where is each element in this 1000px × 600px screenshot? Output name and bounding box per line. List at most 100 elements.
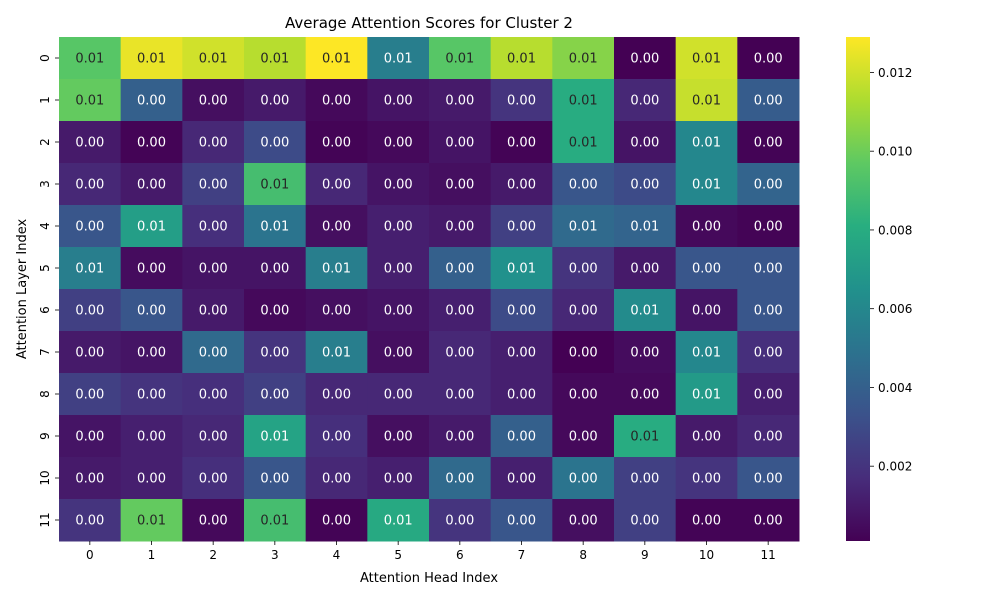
heatmap-cell — [367, 205, 430, 248]
y-tick-label: 1 — [38, 96, 52, 104]
cell-value-label: 0.00 — [199, 346, 228, 361]
y-tick-label: 8 — [38, 390, 52, 398]
cell-value-label: 0.00 — [754, 52, 783, 67]
cell-value-label: 0.00 — [384, 472, 413, 487]
heatmap-cell — [59, 121, 122, 164]
heatmap-cell — [552, 373, 615, 416]
cell-value-label: 0.01 — [630, 430, 659, 445]
heatmap-cell — [244, 121, 307, 164]
heatmap-cell — [244, 415, 307, 458]
cell-value-label: 0.00 — [692, 262, 721, 277]
cell-value-label: 0.00 — [199, 136, 228, 151]
heatmap-cell — [429, 205, 492, 248]
cell-value-label: 0.01 — [384, 514, 413, 529]
cell-value-label: 0.00 — [507, 514, 536, 529]
heatmap-cell — [120, 247, 183, 290]
heatmap-cell — [305, 121, 368, 164]
heatmap-cell-labels: 0.01 0.01 0.01 0.01 0.01 0.01 0.01 0.01 0.01 0.00… — [75, 52, 782, 529]
heatmap-cell — [552, 37, 615, 80]
heatmap-cell — [614, 121, 677, 164]
heatmap-cell — [305, 79, 368, 122]
cell-value-label: 0.00 — [199, 514, 228, 529]
heatmap-cell — [367, 499, 430, 542]
heatmap-cell — [737, 247, 800, 290]
cell-value-label: 0.01 — [692, 52, 721, 67]
x-tick-label: 4 — [333, 548, 341, 562]
heatmap-cell — [182, 121, 245, 164]
heatmap-cell — [614, 163, 677, 206]
heatmap-cell — [552, 121, 615, 164]
cell-value-label: 0.00 — [569, 346, 598, 361]
cell-value-label: 0.00 — [322, 304, 351, 319]
heatmap-cell — [429, 163, 492, 206]
cell-value-label: 0.01 — [322, 346, 351, 361]
heatmap-cell — [367, 373, 430, 416]
colorbar-tick-label: 0.002 — [878, 460, 912, 474]
colorbar — [846, 37, 870, 541]
cell-value-label: 0.00 — [445, 220, 474, 235]
heatmap-cell — [120, 499, 183, 542]
cell-value-label: 0.00 — [445, 430, 474, 445]
cell-value-label: 0.00 — [445, 262, 474, 277]
heatmap-cell — [429, 247, 492, 290]
cell-value-label: 0.01 — [260, 514, 289, 529]
cell-value-label: 0.00 — [137, 178, 166, 193]
cell-value-label: 0.01 — [692, 346, 721, 361]
heatmap-cell — [120, 331, 183, 374]
x-tick-label: 0 — [86, 548, 94, 562]
cell-value-label: 0.00 — [754, 136, 783, 151]
x-axis-label: Attention Head Index — [360, 571, 498, 586]
heatmap-cell — [675, 247, 738, 290]
cell-value-label: 0.01 — [569, 94, 598, 109]
heatmap-cell — [552, 331, 615, 374]
heatmap-cell — [244, 37, 307, 80]
heatmap-cell — [490, 205, 553, 248]
cell-value-label: 0.01 — [445, 52, 474, 67]
heatmap-cell — [182, 79, 245, 122]
cell-value-label: 0.00 — [692, 430, 721, 445]
heatmap-cell — [675, 205, 738, 248]
heatmap-cell — [182, 331, 245, 374]
cell-value-label: 0.00 — [569, 472, 598, 487]
colorbar-ticks: 0.002 0.004 0.006 0.008 0.010 0.012 — [870, 66, 912, 474]
heatmap-cell — [737, 415, 800, 458]
cell-value-label: 0.00 — [137, 346, 166, 361]
cell-value-label: 0.00 — [322, 136, 351, 151]
cell-value-label: 0.00 — [754, 94, 783, 109]
heatmap-cell — [59, 499, 122, 542]
cell-value-label: 0.00 — [445, 388, 474, 403]
cell-value-label: 0.01 — [199, 52, 228, 67]
heatmap-cell — [182, 373, 245, 416]
heatmap-cell — [490, 37, 553, 80]
cell-value-label: 0.00 — [137, 388, 166, 403]
heatmap-cell — [429, 37, 492, 80]
cell-value-label: 0.01 — [75, 94, 104, 109]
cell-value-label: 0.00 — [384, 304, 413, 319]
cell-value-label: 0.00 — [199, 472, 228, 487]
heatmap-cell — [490, 121, 553, 164]
x-tick-label: 7 — [518, 548, 526, 562]
cell-value-label: 0.00 — [445, 94, 474, 109]
cell-value-label: 0.01 — [75, 262, 104, 277]
x-tick-label: 5 — [394, 548, 402, 562]
cell-value-label: 0.00 — [322, 514, 351, 529]
heatmap-cells — [59, 37, 800, 542]
heatmap-cell — [305, 373, 368, 416]
heatmap-cell — [552, 499, 615, 542]
heatmap-cell — [429, 457, 492, 500]
heatmap-cell — [120, 415, 183, 458]
cell-value-label: 0.00 — [199, 430, 228, 445]
heatmap-cell — [59, 289, 122, 332]
cell-value-label: 0.00 — [260, 472, 289, 487]
cell-value-label: 0.00 — [260, 262, 289, 277]
heatmap-cell — [59, 163, 122, 206]
heatmap-cell — [490, 457, 553, 500]
heatmap-cell — [367, 289, 430, 332]
cell-value-label: 0.00 — [75, 472, 104, 487]
heatmap-cell — [182, 163, 245, 206]
cell-value-label: 0.01 — [137, 220, 166, 235]
colorbar-tick-label: 0.008 — [878, 223, 912, 237]
cell-value-label: 0.00 — [692, 304, 721, 319]
heatmap-cell — [305, 499, 368, 542]
cell-value-label: 0.00 — [384, 94, 413, 109]
